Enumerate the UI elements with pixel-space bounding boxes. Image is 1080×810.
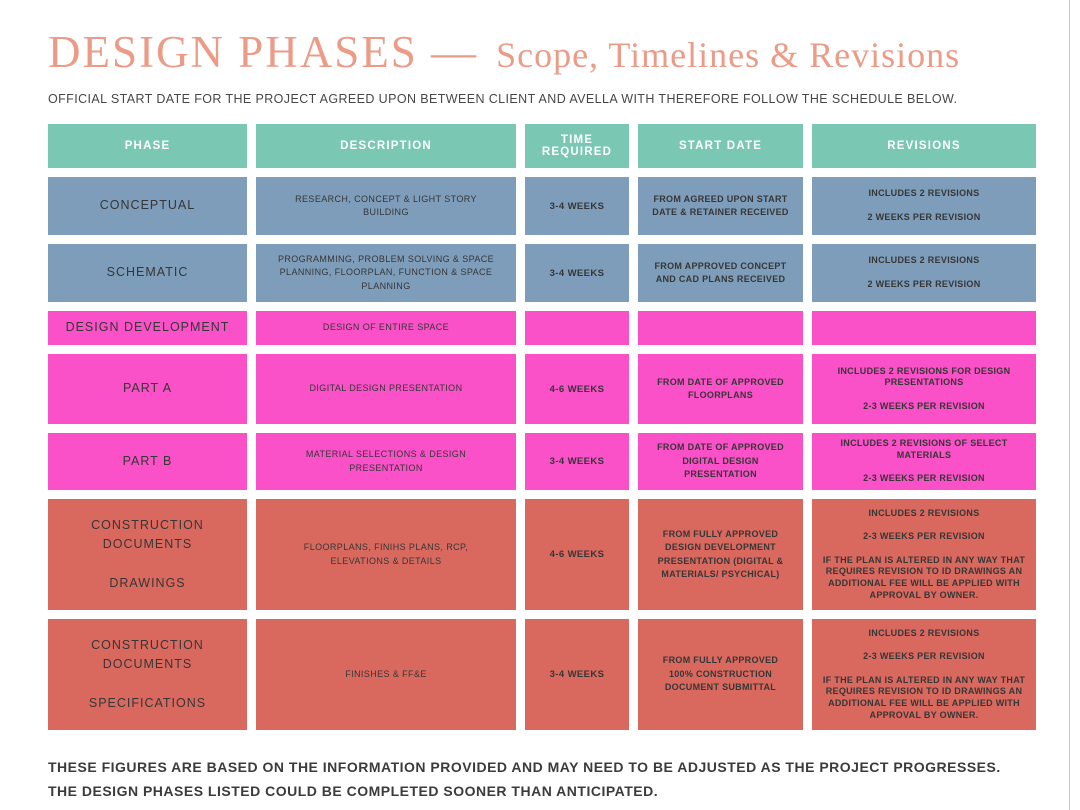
- footer-note-line2: THE DESIGN PHASES LISTED COULD BE COMPLE…: [48, 782, 659, 799]
- phase-cell-design-development: DESIGN DEVELOPMENT: [48, 311, 247, 345]
- start-date-cell: FROM FULLY APPROVED DESIGN DEVELOPMENT P…: [638, 499, 803, 610]
- column-header-phase: PHASE: [48, 124, 247, 168]
- time-required-cell: 3-4 WEEKS: [525, 244, 629, 302]
- column-header-description: DESCRIPTION: [256, 124, 516, 168]
- time-required-cell: 3-4 WEEKS: [525, 619, 629, 730]
- phase-cell-construction-documents-specifications: CONSTRUCTION DOCUMENTS SPECIFICATIONS: [48, 619, 247, 730]
- phase-cell-schematic: SCHEMATIC: [48, 244, 247, 302]
- column-header-revisions: REVISIONS: [812, 124, 1036, 168]
- revisions-cell: INCLUDES 2 REVISIONS FOR DESIGN PRESENTA…: [812, 354, 1036, 424]
- time-required-cell: 4-6 WEEKS: [525, 499, 629, 610]
- phase-cell-conceptual: CONCEPTUAL: [48, 177, 247, 235]
- revisions-cell: INCLUDES 2 REVISIONS 2 WEEKS PER REVISIO…: [812, 244, 1036, 302]
- phase-cell-part-b: PART B: [48, 433, 247, 490]
- page-title-sub: Scope, Timelines & Revisions: [496, 35, 961, 75]
- footer-note-line1: THESE FIGURES ARE BASED ON THE INFORMATI…: [48, 759, 1001, 775]
- revisions-cell: INCLUDES 2 REVISIONS OF SELECT MATERIALS…: [812, 433, 1036, 490]
- start-date-cell: FROM DATE OF APPROVED DIGITAL DESIGN PRE…: [638, 433, 803, 490]
- start-date-cell: FROM DATE OF APPROVED FLOORPLANS: [638, 354, 803, 424]
- description-cell: RESEARCH, CONCEPT & LIGHT STORY BUILDING: [256, 177, 516, 235]
- description-cell: FINISHES & FF&E: [256, 619, 516, 730]
- start-date-cell: FROM AGREED UPON START DATE & RETAINER R…: [638, 177, 803, 235]
- revisions-cell: INCLUDES 2 REVISIONS 2-3 WEEKS PER REVIS…: [812, 499, 1036, 610]
- time-required-cell: 3-4 WEEKS: [525, 433, 629, 490]
- revisions-cell: INCLUDES 2 REVISIONS 2 WEEKS PER REVISIO…: [812, 177, 1036, 235]
- start-date-cell: FROM APPROVED CONCEPT AND CAD PLANS RECE…: [638, 244, 803, 302]
- page-title: DESIGN PHASES — Scope, Timelines & Revisi…: [0, 0, 1080, 78]
- phases-table: PHASE DESCRIPTION TIME REQUIRED START DA…: [48, 124, 1036, 730]
- phase-cell-construction-documents-drawings: CONSTRUCTION DOCUMENTS DRAWINGS: [48, 499, 247, 610]
- page-title-main: DESIGN PHASES —: [48, 27, 479, 77]
- page-edge-divider: [1069, 0, 1070, 810]
- column-header-time-required: TIME REQUIRED: [525, 124, 629, 168]
- revisions-cell: [812, 311, 1036, 345]
- description-cell: PROGRAMMING, PROBLEM SOLVING & SPACE PLA…: [256, 244, 516, 302]
- description-cell: DIGITAL DESIGN PRESENTATION: [256, 354, 516, 424]
- start-date-cell: FROM FULLY APPROVED 100% CONSTRUCTION DO…: [638, 619, 803, 730]
- description-cell: MATERIAL SELECTIONS & DESIGN PRESENTATIO…: [256, 433, 516, 490]
- time-required-cell: 4-6 WEEKS: [525, 354, 629, 424]
- time-required-cell: 3-4 WEEKS: [525, 177, 629, 235]
- phase-cell-part-a: PART A: [48, 354, 247, 424]
- footer-note: THESE FIGURES ARE BASED ON THE INFORMATI…: [48, 756, 1080, 804]
- description-cell: FLOORPLANS, FINIHS PLANS, RCP, ELEVATION…: [256, 499, 516, 610]
- revisions-cell: INCLUDES 2 REVISIONS 2-3 WEEKS PER REVIS…: [812, 619, 1036, 730]
- column-header-start-date: START DATE: [638, 124, 803, 168]
- page-subtitle: OFFICIAL START DATE FOR THE PROJECT AGRE…: [48, 92, 958, 106]
- description-cell: DESIGN OF ENTIRE SPACE: [256, 311, 516, 345]
- time-required-cell: [525, 311, 629, 345]
- start-date-cell: [638, 311, 803, 345]
